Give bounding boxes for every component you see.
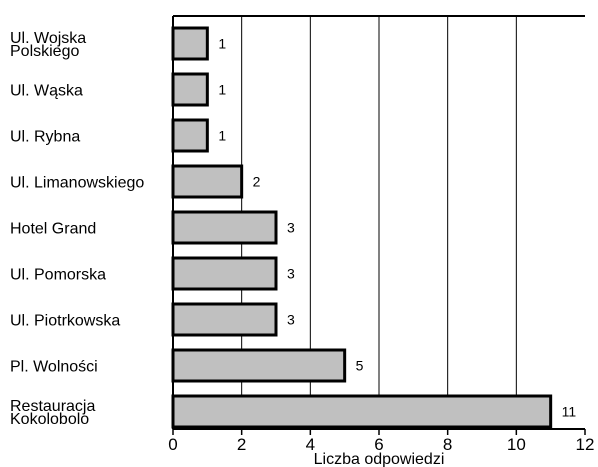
x-tick-label: 6: [374, 435, 383, 454]
data-label: 5: [356, 358, 364, 374]
category-label: Ul. Rybna: [10, 129, 80, 146]
data-label: 11: [562, 404, 577, 420]
bar: [171, 394, 553, 429]
category-label: Pl. Wolności: [10, 359, 98, 376]
category-label: Ul. Limanowskiego: [10, 175, 144, 192]
bar: [171, 118, 209, 153]
axes: [172, 15, 586, 435]
data-label: 1: [218, 82, 226, 98]
bar: [171, 256, 278, 291]
category-label-line: Restauracja: [10, 398, 95, 415]
category-label-line: Ul. Piotrkowska: [10, 313, 120, 330]
bar: [171, 164, 244, 199]
category-label-line: Ul. Pomorska: [10, 267, 106, 284]
x-axis-title: Liczba odpowiedzi: [314, 451, 445, 467]
bar: [171, 302, 278, 337]
bar: [171, 210, 278, 245]
category-label: Hotel Grand: [10, 221, 96, 238]
x-tick-label: 12: [576, 435, 595, 454]
category-label: Restauracja Kokolobolo: [10, 398, 95, 428]
x-tick-label: 8: [443, 435, 452, 454]
data-label: 1: [218, 128, 226, 144]
category-label-line: Polskiego: [10, 43, 79, 60]
category-label-line: Ul. Limanowskiego: [10, 175, 144, 192]
category-label-line: Ul. Wojska: [10, 30, 86, 47]
category-label-line: Pl. Wolności: [10, 359, 98, 376]
x-tick-label: 4: [306, 435, 315, 454]
category-label-line: Hotel Grand: [10, 221, 96, 238]
category-label: Ul. Piotrkowska: [10, 313, 120, 330]
category-label-line: Ul. Rybna: [10, 129, 80, 146]
category-label: Ul. Wąska: [10, 83, 83, 100]
bar: [171, 72, 209, 107]
category-label: Ul. Pomorska: [10, 267, 106, 284]
data-label: 1: [218, 36, 226, 52]
x-tick-label: 0: [168, 435, 177, 454]
category-label-line: Kokolobolo: [10, 411, 89, 428]
data-label: 2: [253, 174, 261, 190]
category-label: Ul. Wojska Polskiego: [10, 30, 86, 60]
data-label: 3: [287, 220, 295, 236]
category-label-line: Ul. Wąska: [10, 83, 83, 100]
data-label: 3: [287, 312, 295, 328]
bar: [171, 26, 209, 61]
x-tick-label: 2: [237, 435, 246, 454]
x-tick-label: 10: [507, 435, 526, 454]
labels: 1 Ul. Wojska Polskiego 1 Ul. Wąska 1 Ul. Rybna…: [10, 30, 594, 454]
bar: [171, 348, 347, 383]
data-label: 3: [287, 266, 295, 282]
